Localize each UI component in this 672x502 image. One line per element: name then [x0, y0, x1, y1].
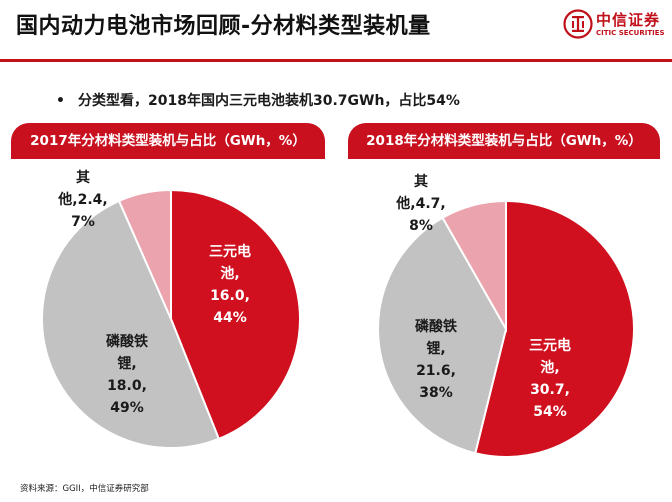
logo-english-name: CITIC SECURITIES — [596, 29, 665, 37]
citic-logo-icon — [563, 9, 593, 39]
bullet-point: • 分类型看，2018年国内三元电池装机30.7GWh，占比54% — [56, 90, 460, 110]
pie-2018-slice-other — [441, 199, 507, 333]
pie-2017-slice-lfp — [40, 199, 221, 449]
source-note: 资料来源：GGII，中信证券研究部 — [20, 484, 149, 494]
pie-2018-slice-lfp — [377, 216, 508, 455]
page-title: 国内动力电池市场回顾-分材料类型装机量 — [16, 14, 431, 39]
header-divider — [0, 59, 672, 62]
pie-2018-label-ncm: 三元电池, 30.7, 54% — [529, 337, 571, 420]
pie-2017-slice-other — [117, 188, 172, 320]
pie-2017-label-lfp: 磷酸铁锂, 18.0, 49% — [106, 333, 148, 416]
chart-2018-title: 2018年分材料类型装机与占比（GWh，%） — [348, 123, 660, 159]
pie-2018-label-lfp: 磷酸铁锂, 21.6, 38% — [415, 318, 457, 401]
bullet-text: 分类型看，2018年国内三元电池装机30.7GWh，占比54% — [78, 93, 460, 109]
pie-2017-label-ncm: 三元电池, 16.0, 44% — [209, 243, 251, 326]
pie-2018-label-other: 其他,4.7, 8% — [395, 174, 445, 234]
pie-2017-slice-ncm — [170, 188, 301, 441]
pie-2017-label-other: 其他,2.4, 7% — [57, 170, 107, 230]
bullet-icon: • — [56, 93, 65, 109]
pie-2018-slice-ncm — [474, 199, 635, 458]
chart-2017-title: 2017年分材料类型装机与占比（GWh，%） — [11, 123, 325, 159]
logo-chinese-name: 中信证券 — [596, 11, 661, 29]
citic-logo: 中信证券 CITIC SECURITIES — [563, 9, 665, 49]
